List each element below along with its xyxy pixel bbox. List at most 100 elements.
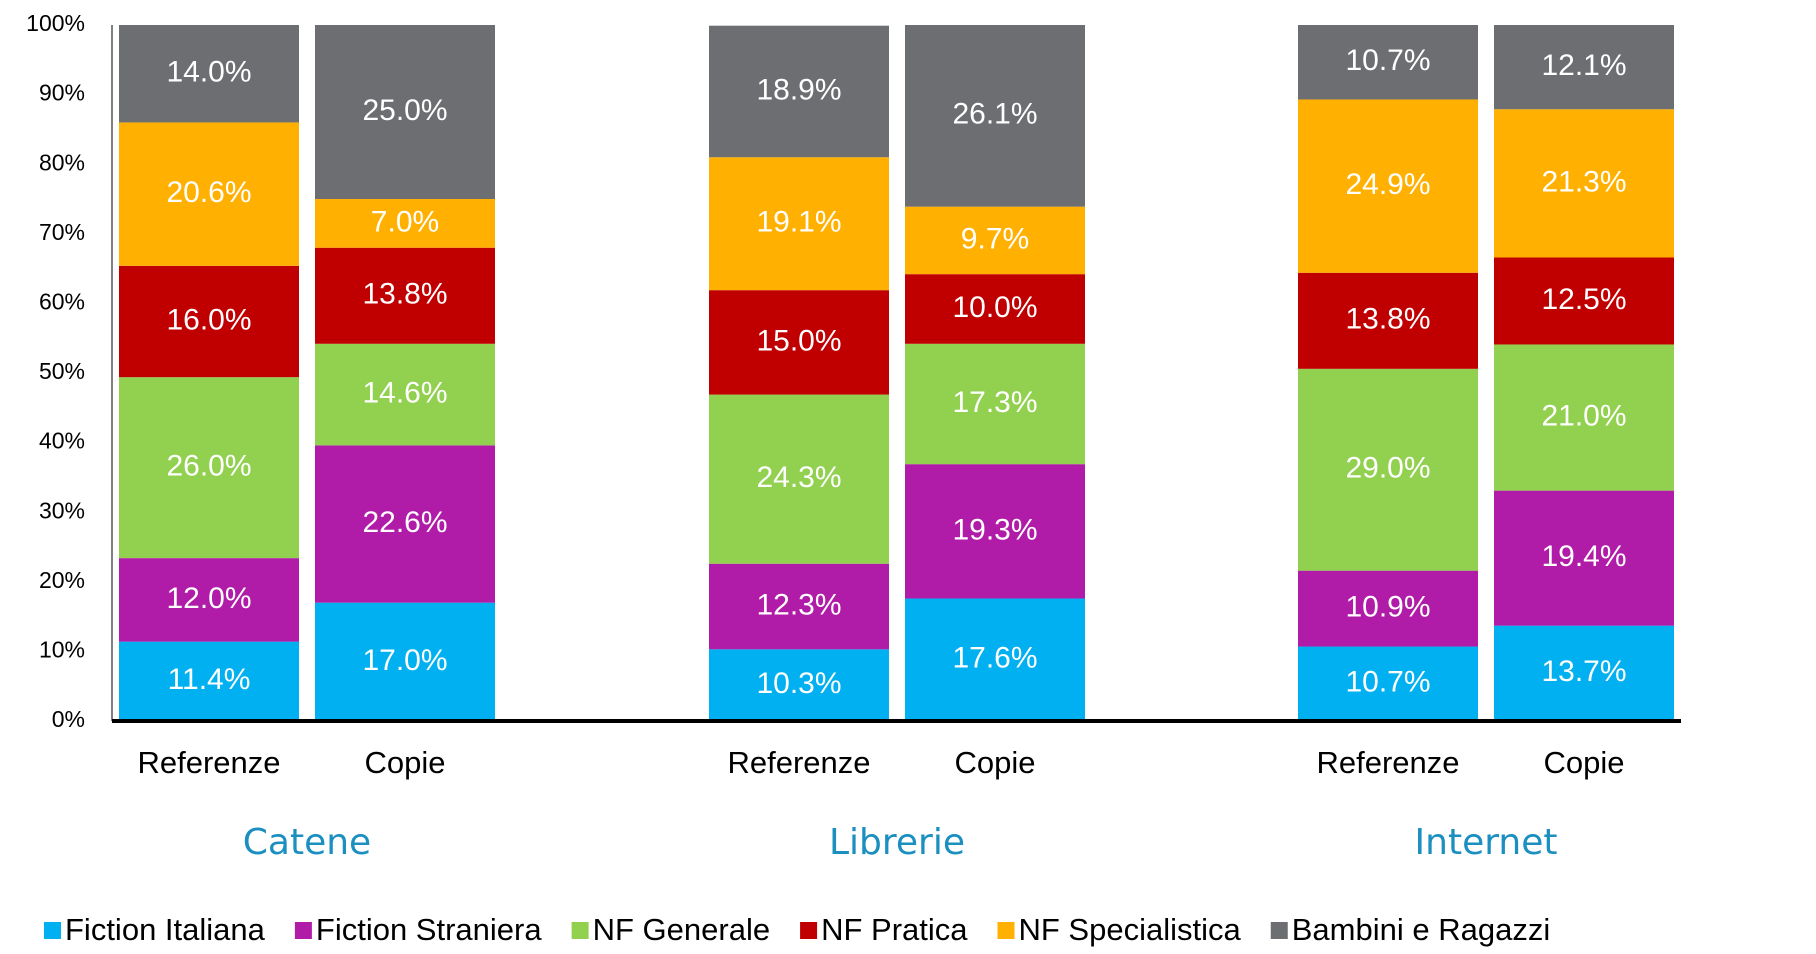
data-label: 10.0% (952, 291, 1037, 324)
bar-segment (1298, 272, 1478, 369)
bar-segment (905, 598, 1085, 721)
data-label: 24.3% (756, 461, 841, 494)
y-tick-label: 10% (39, 636, 85, 662)
bar-segment (315, 445, 495, 603)
data-label: 16.0% (166, 303, 251, 336)
legend-marker (571, 922, 589, 939)
bar-segment (1494, 344, 1674, 491)
data-label: 22.6% (362, 506, 447, 539)
bar-segment (315, 602, 495, 721)
x-tick-label: Copie (365, 745, 446, 780)
data-label: 24.9% (1345, 168, 1430, 201)
data-label: 21.3% (1541, 165, 1626, 198)
legend-marker (800, 922, 818, 939)
bar-segment (1298, 646, 1478, 721)
bar-segment (1298, 25, 1478, 100)
bar-segment (119, 558, 299, 642)
data-label: 13.8% (362, 278, 447, 311)
data-label: 17.0% (362, 644, 447, 677)
bar-segment (315, 247, 495, 344)
bar-segment (905, 206, 1085, 275)
bar-segment (1494, 625, 1674, 721)
legend-label: NF Specialistica (1019, 912, 1242, 947)
x-tick-label: Referenze (727, 745, 870, 780)
bar-segment (905, 464, 1085, 599)
data-label: 26.0% (166, 450, 251, 483)
group-label: Internet (1415, 822, 1558, 863)
y-tick-label: 20% (39, 567, 85, 593)
data-label: 12.1% (1541, 49, 1626, 82)
data-label: 21.0% (1541, 399, 1626, 432)
y-tick-label: 80% (39, 149, 85, 175)
data-label: 20.6% (166, 176, 251, 209)
data-label: 10.7% (1345, 44, 1430, 77)
legend-label: NF Pratica (821, 912, 968, 947)
data-label: 10.9% (1345, 591, 1430, 624)
data-label: 10.7% (1345, 666, 1430, 699)
data-label: 18.9% (756, 73, 841, 106)
legend-marker (997, 922, 1015, 939)
data-label: 9.7% (961, 222, 1029, 255)
bar-segment (1494, 25, 1674, 110)
legend-marker (294, 922, 312, 939)
data-label: 15.0% (756, 324, 841, 357)
x-tick-label: Copie (955, 745, 1036, 780)
bar-segment (709, 157, 889, 291)
bar-segment (1298, 570, 1478, 647)
bar-segment (1494, 109, 1674, 258)
data-label: 12.5% (1541, 283, 1626, 316)
bar-segment (905, 274, 1085, 344)
legend-label: Fiction Straniera (316, 912, 542, 947)
data-label: 14.6% (362, 376, 447, 409)
legend-marker (44, 922, 61, 939)
bar-segment (119, 377, 299, 559)
data-label: 12.0% (166, 582, 251, 615)
group-label: Librerie (829, 822, 965, 863)
x-tick-label: Copie (1544, 745, 1625, 780)
bar-segment (905, 343, 1085, 465)
bar-segment (709, 25, 889, 158)
data-label: 12.3% (756, 588, 841, 621)
data-label: 19.3% (952, 513, 1037, 546)
y-tick-label: 40% (39, 428, 85, 454)
bar-segment (315, 343, 495, 446)
data-label: 19.1% (756, 206, 841, 239)
y-tick-label: 70% (39, 219, 85, 245)
bar-segment (315, 25, 495, 199)
bar-segment (119, 641, 299, 721)
data-label: 7.0% (371, 205, 439, 238)
legend-label: NF Generale (593, 912, 770, 947)
legend-marker (1270, 922, 1288, 939)
y-tick-label: 100% (26, 10, 85, 36)
legend-label: Bambini e Ragazzi (1292, 912, 1550, 947)
bar-segment (709, 649, 889, 721)
data-label: 14.0% (166, 56, 251, 89)
bar-segment (119, 265, 299, 378)
bar-segment (1298, 368, 1478, 571)
bar-segment (709, 394, 889, 564)
data-label: 17.6% (952, 642, 1037, 675)
bar-segment (119, 122, 299, 266)
data-label: 25.0% (362, 94, 447, 127)
data-label: 13.8% (1345, 303, 1430, 336)
bar-segment (1494, 257, 1674, 345)
y-tick-label: 60% (39, 288, 85, 314)
y-tick-label: 50% (39, 358, 85, 384)
data-label: 29.0% (1345, 452, 1430, 485)
x-tick-label: Referenze (137, 745, 280, 780)
x-tick-label: Referenze (1316, 745, 1459, 780)
legend-label: Fiction Italiana (65, 912, 266, 947)
bar-segment (119, 25, 299, 123)
bar-segment (709, 563, 889, 650)
bar-segment (315, 199, 495, 248)
bar-segment (709, 290, 889, 395)
data-label: 10.3% (756, 667, 841, 700)
y-tick-label: 30% (39, 497, 85, 523)
y-tick-label: 90% (39, 80, 85, 106)
data-label: 13.7% (1541, 655, 1626, 688)
bar-segment (905, 25, 1085, 207)
data-label: 17.3% (952, 386, 1037, 419)
bar-segment (1494, 490, 1674, 626)
bar-segment (1298, 99, 1478, 273)
